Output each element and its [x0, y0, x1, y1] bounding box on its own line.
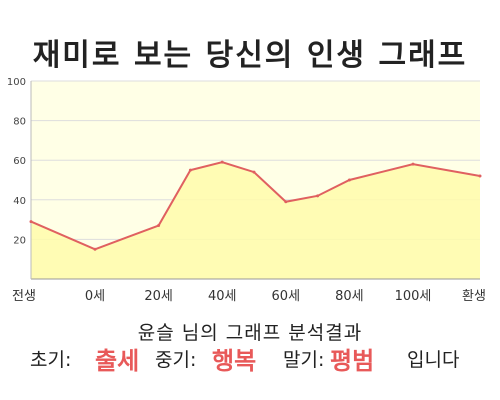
data-point [220, 160, 224, 164]
y-tick-labels: 20 40 60 80 100 [7, 77, 26, 246]
x-tick-label: 전생 [12, 289, 36, 304]
y-tick-label: 20 [13, 235, 26, 246]
y-tick-label: 40 [13, 196, 26, 207]
y-tick-label: 60 [13, 156, 26, 167]
y-tick-label: 80 [13, 117, 26, 128]
data-point [411, 162, 415, 166]
data-point [252, 170, 256, 174]
x-tick-label: 100세 [395, 289, 432, 304]
late-value: 평범 [330, 347, 375, 375]
summary-title: 윤슬 님의 그래프 분석결과 [137, 322, 363, 344]
mid-value: 행복 [212, 347, 257, 375]
data-point [316, 194, 320, 198]
data-point [478, 174, 482, 178]
data-point [347, 178, 351, 182]
area-fill [31, 162, 480, 279]
data-point [29, 220, 33, 224]
life-graph-chart: 20 40 60 80 100 전생 0세 20세 40세 60세 80세 100세 환생 [7, 77, 486, 304]
early-label: 초기: [30, 349, 72, 371]
data-point [188, 168, 192, 172]
ending-text: 입니다 [407, 349, 460, 371]
early-value: 출세 [95, 347, 140, 375]
data-point [284, 200, 288, 204]
x-tick-label: 20세 [144, 289, 173, 304]
x-tick-label: 40세 [208, 289, 237, 304]
page-title: 재미로 보는 당신의 인생 그래프 [32, 38, 468, 73]
late-label: 말기: [283, 349, 325, 371]
data-point [93, 247, 97, 251]
data-point [157, 224, 161, 228]
y-tick-label: 100 [7, 77, 26, 88]
x-tick-label: 환생 [462, 289, 486, 304]
x-tick-label: 60세 [272, 289, 301, 304]
x-tick-label: 0세 [85, 289, 105, 304]
x-tick-label: 80세 [335, 289, 364, 304]
mid-label: 중기: [155, 349, 197, 371]
x-tick-labels: 전생 0세 20세 40세 60세 80세 100세 환생 [12, 289, 486, 304]
